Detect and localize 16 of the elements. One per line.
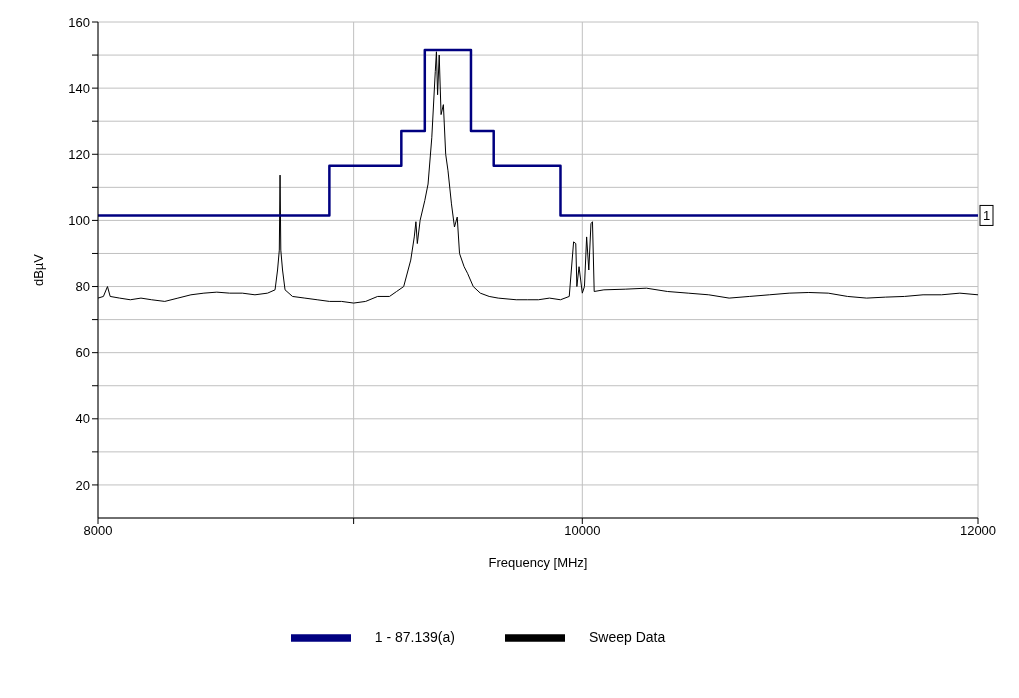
y-tick-label: 140 [68,80,90,96]
y-tick-label: 40 [75,411,90,427]
x-tick-label: 10000 [564,523,601,539]
legend-label: 1 - 87.139(a) [374,628,455,645]
legend-label: Sweep Data [588,628,666,645]
y-tick-label: 80 [75,279,90,295]
y-tick-label: 120 [68,146,90,162]
y-tick-label: 20 [75,477,90,493]
annotation: 1 [982,208,991,224]
y-tick-label: 160 [68,14,90,30]
x-tick-label: 8000 [83,523,113,539]
y-tick-label: 100 [68,213,90,229]
y-tick-label: 60 [75,345,90,361]
y-axis-title: dBµV [30,253,46,287]
x-tick-label: 12000 [959,523,997,539]
x-axis-title: Frequency [MHz] [488,555,588,571]
